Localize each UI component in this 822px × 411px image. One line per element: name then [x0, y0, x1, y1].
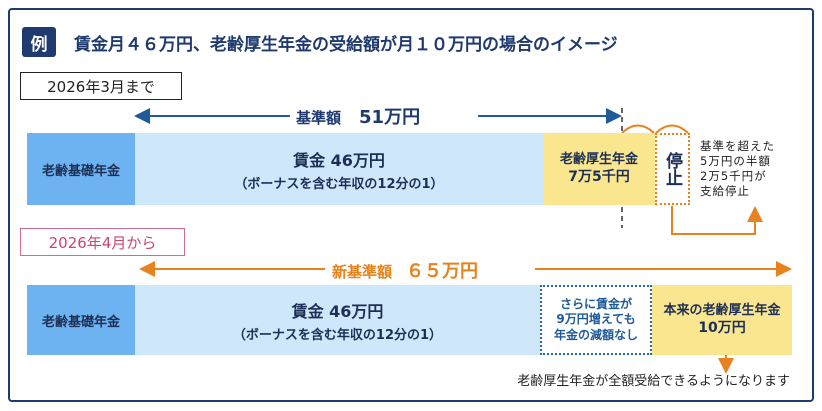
limit-amount: ６５万円	[406, 261, 479, 282]
pension-title: 本来の老齢厚生年金	[663, 302, 781, 318]
pension-box: 本来の老齢厚生年金 10万円	[652, 285, 792, 355]
wage-box: 賃金 46万円 （ボーナスを含む年収の12分の1）	[135, 133, 543, 205]
stop-note-line: 支給停止	[700, 183, 750, 198]
badge: 例	[22, 27, 56, 57]
stop-note-line: 2万5千円が	[700, 168, 767, 183]
title: 賃金月４６万円、老齢厚生年金の受給額が月１０万円の場合のイメージ	[74, 35, 618, 55]
pension-title: 老齢厚生年金	[559, 151, 638, 167]
stop-note-line: 5万円の半額	[700, 153, 771, 168]
frame	[8, 8, 814, 402]
wage-title: 賃金 46万円	[291, 301, 384, 321]
no-reduction-line: さらに賃金が	[559, 296, 632, 311]
footnote: 老齢厚生年金が全額受給できるようになります	[517, 374, 790, 389]
period-label: 2026年3月まで	[20, 72, 182, 100]
stop-note-line: 基準を超えた	[700, 139, 775, 153]
wage-note: （ボーナスを含む年収の12分の1）	[232, 327, 443, 343]
pension-amount: 10万円	[698, 320, 746, 337]
limit-amount: 51万円	[359, 107, 421, 128]
wage-title: 賃金 46万円	[293, 150, 385, 170]
wage-box: 賃金 46万円 （ボーナスを含む年収の12分の1）	[135, 285, 540, 355]
period-label: 2026年4月から	[20, 228, 185, 256]
wage-note: （ボーナスを含む年収の12分の1）	[234, 176, 444, 192]
basic-pension: 老齢基礎年金	[27, 133, 135, 205]
limit-name: 新基準額	[332, 263, 393, 281]
basic-pension: 老齢基礎年金	[27, 285, 135, 355]
no-reduction-box: さらに賃金が 9万円増えても 年金の減額なし	[540, 285, 652, 355]
stop-note: 基準を超えた 5万円の半額 2万5千円が 支給停止	[700, 139, 775, 199]
limit-name: 基準額	[296, 109, 342, 127]
pension-amount: 7万5千円	[568, 169, 630, 186]
pension-box: 老齢厚生年金 7万5千円	[543, 133, 655, 205]
no-reduction-line: 年金の減額なし	[553, 327, 638, 342]
stop-box: 停止	[655, 133, 690, 205]
no-reduction-line: 9万円増えても	[556, 312, 636, 327]
